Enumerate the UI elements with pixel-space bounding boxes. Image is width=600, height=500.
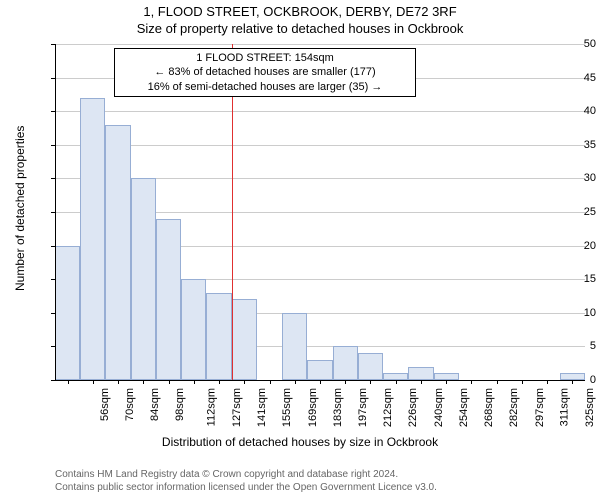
histogram-bar xyxy=(383,373,408,380)
x-tick-label: 98sqm xyxy=(174,388,186,421)
x-tick-label: 325sqm xyxy=(584,388,596,427)
histogram-bar xyxy=(282,313,307,380)
x-tick-label: 70sqm xyxy=(124,388,136,421)
annotation-box: 1 FLOOD STREET: 154sqm← 83% of detached … xyxy=(114,48,416,97)
x-tick-label: 127sqm xyxy=(231,388,243,427)
y-tick-label: 50 xyxy=(547,38,596,50)
histogram-bar xyxy=(232,299,257,380)
annotation-line: ← 83% of detached houses are smaller (17… xyxy=(121,65,409,79)
annotation-line: 16% of semi-detached houses are larger (… xyxy=(121,80,409,94)
x-tick-label: 56sqm xyxy=(99,388,111,421)
chart-title: 1, FLOOD STREET, OCKBROOK, DERBY, DE72 3… xyxy=(0,0,600,19)
x-tick-label: 112sqm xyxy=(205,388,217,426)
histogram-bar xyxy=(131,178,156,380)
histogram-bar xyxy=(181,279,206,380)
histogram-bar xyxy=(434,373,459,380)
histogram-bar xyxy=(206,293,231,380)
grid-line xyxy=(55,44,585,45)
y-tick-label: 40 xyxy=(547,105,596,117)
annotation-line: 1 FLOOD STREET: 154sqm xyxy=(121,51,409,65)
y-tick-label: 15 xyxy=(547,273,596,285)
y-axis-label: Number of detached properties xyxy=(13,131,27,291)
x-tick-label: 226sqm xyxy=(408,388,420,427)
x-tick-label: 311sqm xyxy=(558,388,570,426)
histogram-bar xyxy=(156,219,181,380)
x-tick-label: 84sqm xyxy=(149,388,161,421)
x-tick-label: 240sqm xyxy=(433,388,445,427)
chart-subtitle: Size of property relative to detached ho… xyxy=(0,19,600,36)
x-tick-label: 155sqm xyxy=(281,388,293,427)
footer-line-1: Contains HM Land Registry data © Crown c… xyxy=(55,468,437,481)
x-tick-label: 169sqm xyxy=(307,388,319,427)
x-tick-label: 268sqm xyxy=(483,388,495,427)
histogram-bar xyxy=(105,125,130,380)
footer-attribution: Contains HM Land Registry data © Crown c… xyxy=(55,468,437,494)
x-tick-label: 141sqm xyxy=(256,388,268,427)
y-tick-label: 35 xyxy=(547,139,596,151)
grid-line xyxy=(55,111,585,112)
histogram-bar xyxy=(55,246,80,380)
x-tick-label: 282sqm xyxy=(509,388,521,427)
x-tick-label: 197sqm xyxy=(357,388,369,427)
histogram-bar xyxy=(358,353,383,380)
x-tick-label: 212sqm xyxy=(382,388,394,427)
x-axis-line xyxy=(55,380,585,381)
y-tick-label: 45 xyxy=(547,72,596,84)
grid-line xyxy=(55,145,585,146)
x-tick-label: 183sqm xyxy=(332,388,344,427)
histogram-bar xyxy=(408,367,433,380)
footer-line-2: Contains public sector information licen… xyxy=(55,481,437,494)
chart-container: 1, FLOOD STREET, OCKBROOK, DERBY, DE72 3… xyxy=(0,0,600,500)
y-tick-label: 30 xyxy=(547,172,596,184)
histogram-bar xyxy=(333,346,358,380)
y-tick-label: 10 xyxy=(547,307,596,319)
x-axis-label: Distribution of detached houses by size … xyxy=(0,435,600,449)
x-tick-label: 254sqm xyxy=(458,388,470,427)
y-tick-label: 5 xyxy=(547,340,596,352)
y-tick-label: 20 xyxy=(547,240,596,252)
histogram-bar xyxy=(80,98,105,380)
histogram-bar xyxy=(307,360,332,380)
x-tick-label: 297sqm xyxy=(534,388,546,427)
y-axis-line xyxy=(55,44,56,380)
y-tick-label: 25 xyxy=(547,206,596,218)
